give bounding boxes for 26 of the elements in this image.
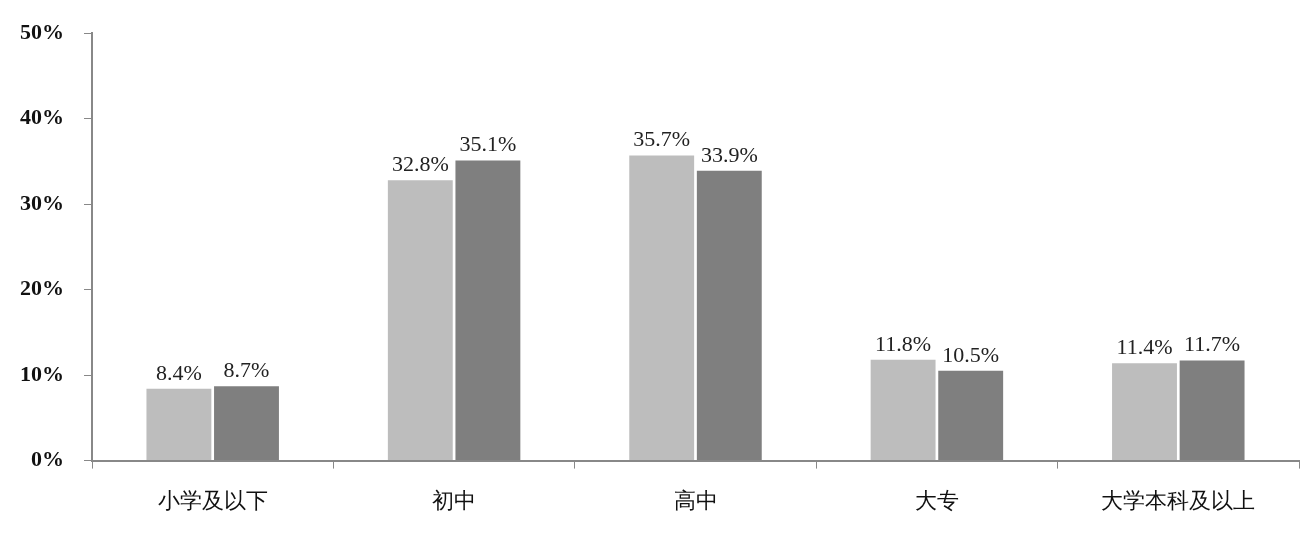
data-label: 32.8% [391, 151, 449, 177]
bar [1112, 363, 1177, 461]
data-label: 11.4% [1116, 333, 1173, 359]
x-tick-label: 大学本科及以上 [1101, 487, 1256, 513]
x-tick-label: 小学及以下 [157, 487, 268, 513]
x-tick-label: 大专 [914, 487, 959, 513]
y-tick-label: 10% [20, 360, 64, 386]
data-label: 35.1% [459, 131, 517, 157]
y-tick-label: 0% [31, 446, 64, 472]
x-tick-label: 初中 [432, 487, 477, 513]
data-label: 8.7% [223, 357, 270, 383]
data-label: 10.5% [942, 341, 1000, 367]
data-label: 33.9% [700, 141, 758, 167]
y-tick-label: 40% [20, 104, 64, 130]
data-label: 35.7% [633, 126, 691, 152]
y-tick-label: 20% [20, 275, 64, 301]
data-label: 11.8% [875, 330, 932, 356]
y-tick-label: 50% [20, 18, 64, 44]
bar [387, 180, 453, 461]
data-label: 11.7% [1184, 331, 1241, 357]
data-label: 8.4% [155, 359, 202, 385]
y-tick-label: 30% [20, 189, 64, 215]
bar [146, 388, 212, 461]
x-tick-label: 高中 [673, 487, 718, 513]
bar [629, 155, 695, 461]
bar [870, 359, 936, 461]
